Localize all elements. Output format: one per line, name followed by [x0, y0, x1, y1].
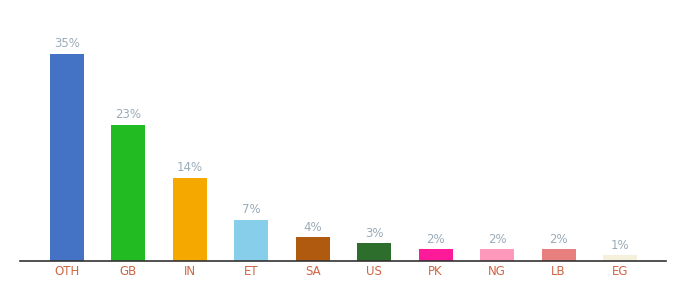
Text: 35%: 35%: [54, 37, 80, 50]
Bar: [419, 249, 453, 261]
Bar: [542, 249, 575, 261]
Bar: [112, 125, 145, 261]
Bar: [296, 237, 330, 261]
Text: 2%: 2%: [426, 232, 445, 246]
Text: 1%: 1%: [611, 238, 630, 251]
Text: 7%: 7%: [242, 203, 260, 216]
Text: 3%: 3%: [365, 227, 384, 240]
Bar: [234, 220, 268, 261]
Bar: [357, 243, 391, 261]
Text: 14%: 14%: [177, 161, 203, 175]
Bar: [480, 249, 514, 261]
Text: 2%: 2%: [488, 232, 507, 246]
Bar: [173, 178, 207, 261]
Text: 2%: 2%: [549, 232, 568, 246]
Text: 23%: 23%: [115, 108, 141, 121]
Bar: [603, 255, 637, 261]
Text: 4%: 4%: [303, 221, 322, 234]
Bar: [50, 54, 84, 261]
